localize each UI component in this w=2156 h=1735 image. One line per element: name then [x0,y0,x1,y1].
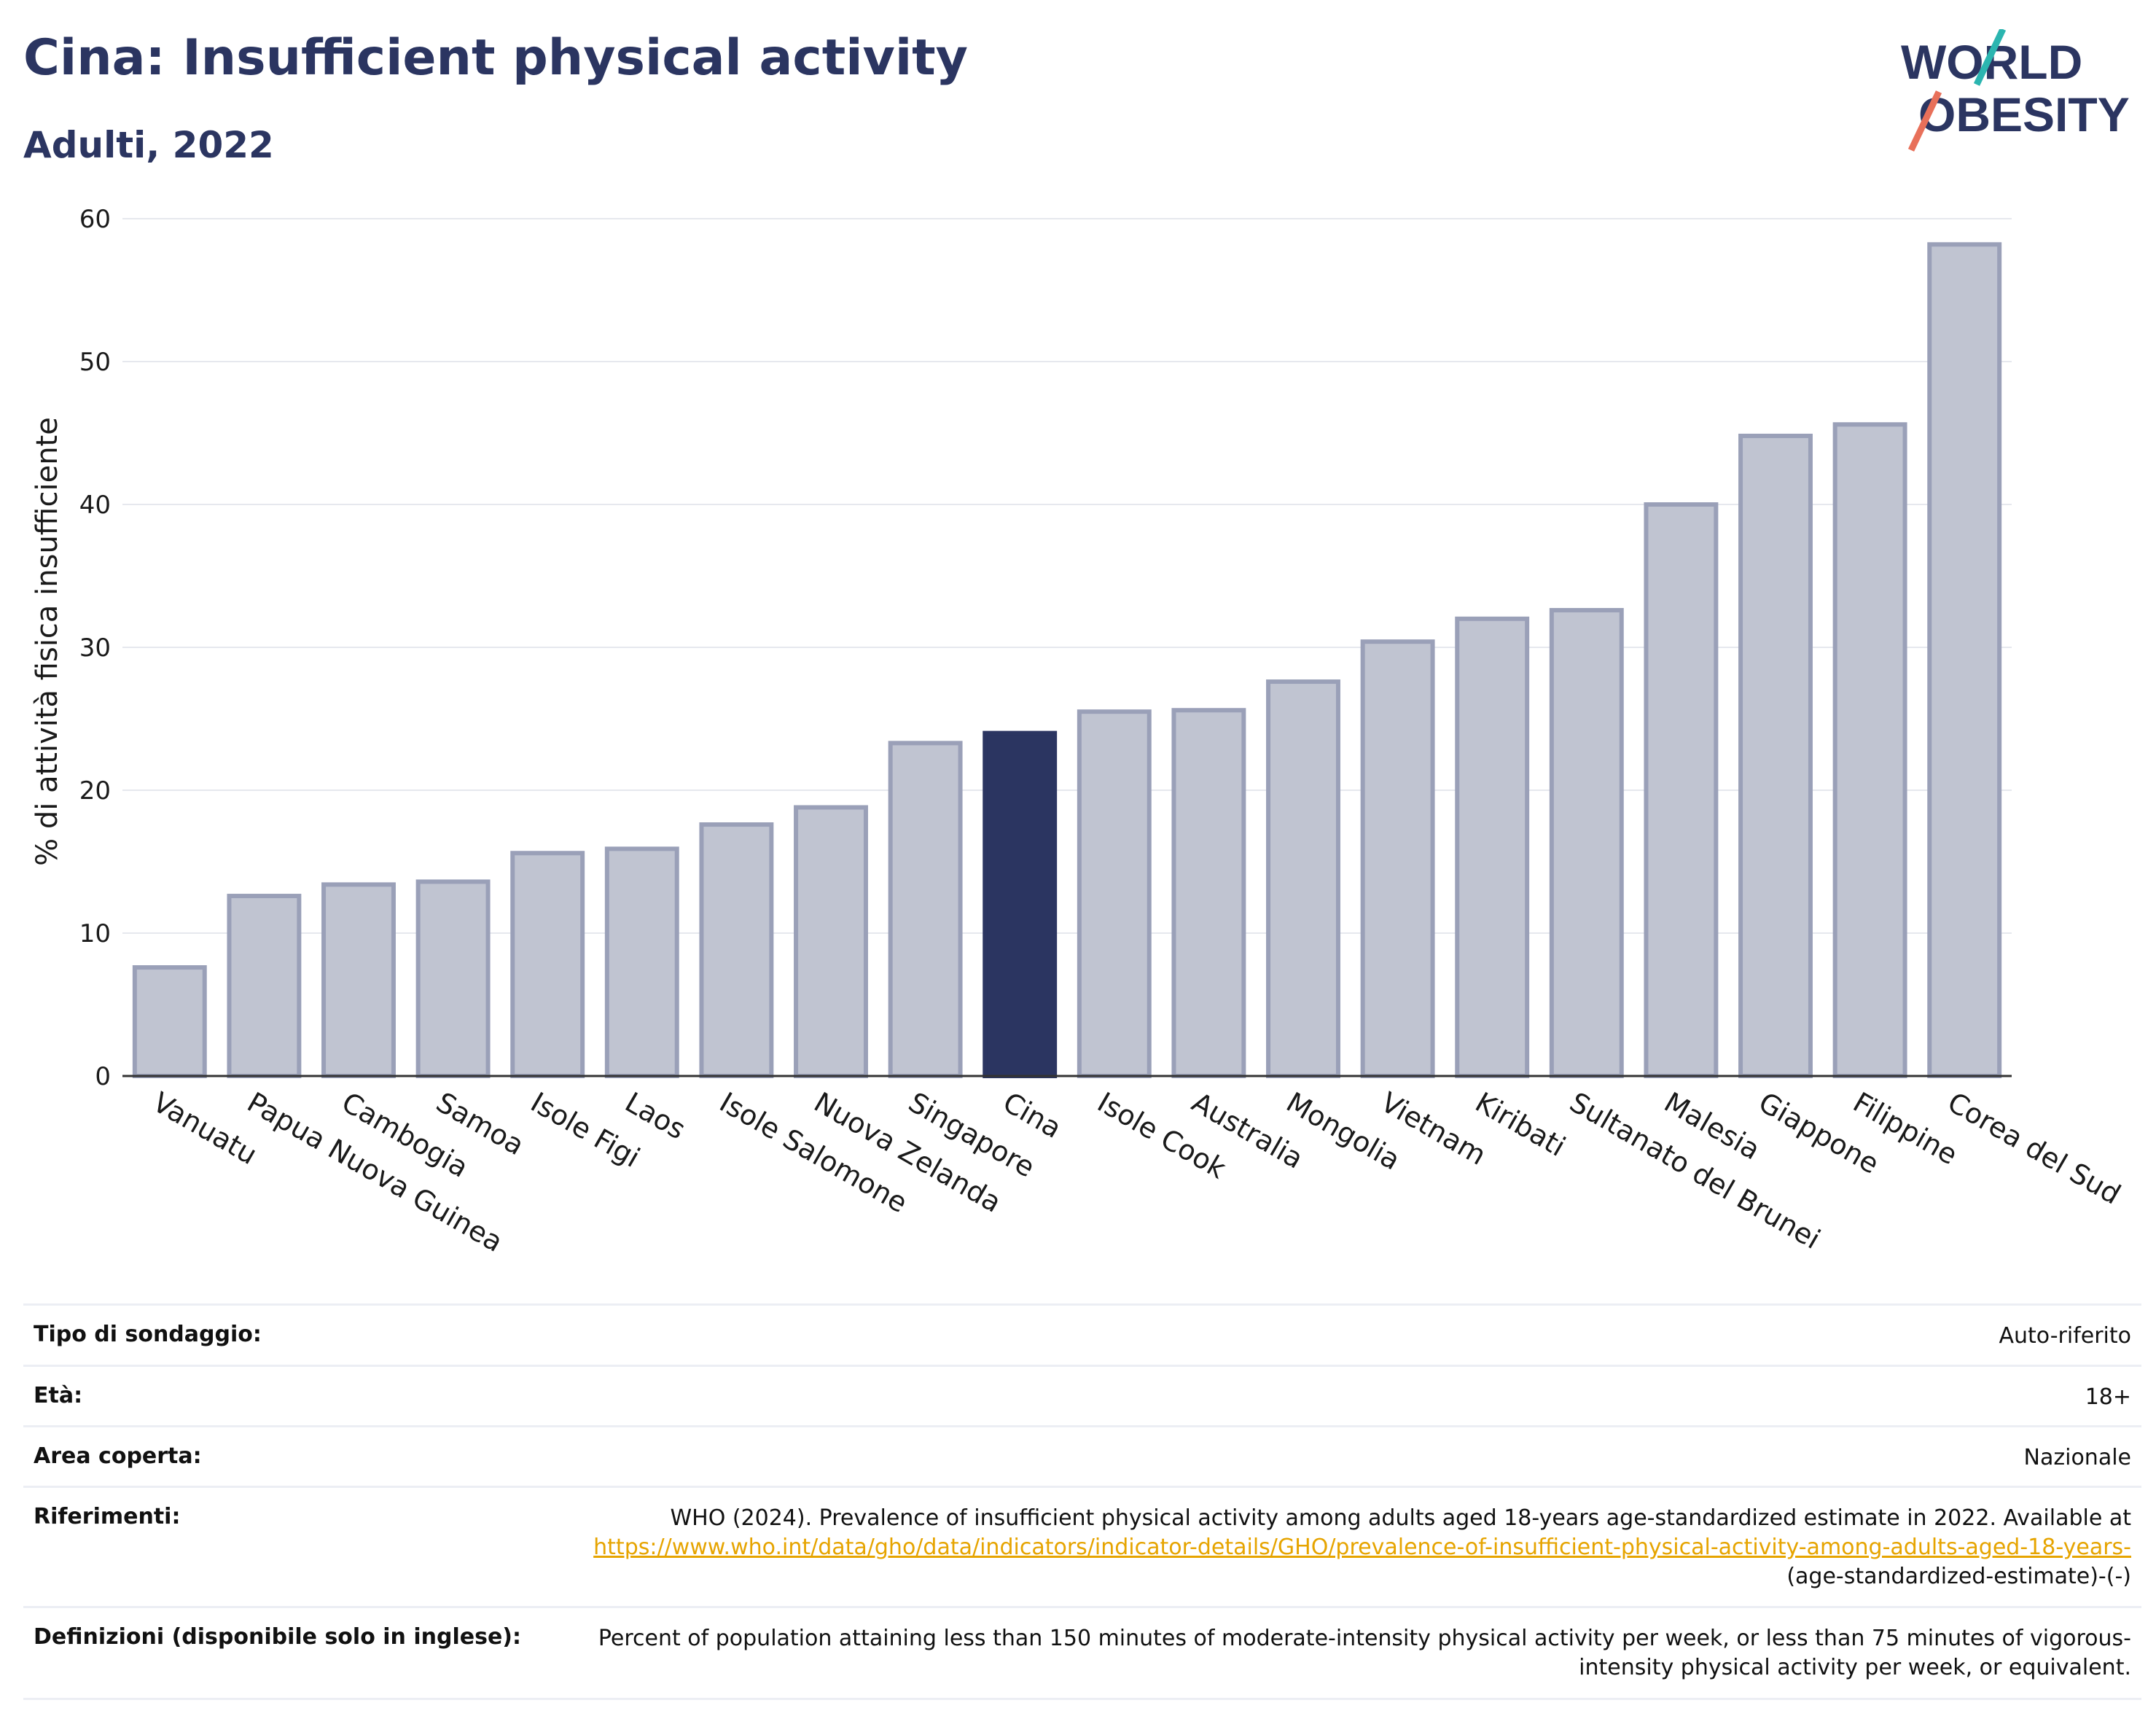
meta-row-references: Riferimenti: WHO (2024). Prevalence of i… [23,1486,2141,1606]
area-value: Nazionale [2023,1445,2131,1470]
x-tick-label: Corea del Sud [1942,1086,2126,1211]
survey-value: Auto-riferito [1999,1323,2131,1349]
references-link[interactable]: https://www.who.int/data/gho/data/indica… [593,1535,2131,1560]
age-value: 18+ [2085,1384,2131,1410]
bar-cambogia [321,882,396,1078]
bar-isole-figi [510,851,585,1078]
bar-singapore [888,741,963,1078]
chart-title: Cina: Insufficient physical activity [23,29,968,87]
meta-row-definitions: Definizioni (disponibile solo in inglese… [23,1606,2141,1698]
metadata-table: Tipo di sondaggio: Auto-riferito Età: 18… [23,1303,2141,1700]
bar-layer [122,242,2012,1079]
bar-australia [1171,708,1246,1078]
survey-label: Tipo di sondaggio: [34,1322,262,1347]
y-tick-label: 40 [79,491,111,520]
grid-layer [122,218,2012,1077]
bar-vietnam [1360,639,1435,1078]
meta-row-survey: Tipo di sondaggio: Auto-riferito [23,1303,2141,1365]
logo-teal-slash [1973,29,2007,86]
bar-malesia [1644,502,1719,1078]
bar-laos [604,846,679,1078]
bar-sultanato-del-brunei [1549,608,1624,1078]
meta-row-area: Area coperta: Nazionale [23,1425,2141,1486]
references-label: Riferimenti: [34,1504,181,1529]
references-text: WHO (2024). Prevalence of insufficient p… [670,1505,2131,1531]
bar-vanuatu [132,965,207,1079]
bar-kiribati [1455,616,1530,1078]
bar-cina [983,730,1058,1078]
bar-isole-cook [1077,709,1152,1078]
bar-filippine [1832,422,1907,1078]
x-tick-label: Vanuatu [147,1086,262,1171]
y-tick-label: 30 [79,633,111,663]
y-tick-label: 10 [79,919,111,948]
x-tick-label: Cina [998,1086,1067,1145]
meta-row-age: Età: 18+ [23,1365,2141,1425]
chart-subtitle: Adulti, 2022 [23,124,274,166]
y-tick-label: 0 [95,1062,111,1091]
world-obesity-logo: WORLD OBESITY [1901,29,2130,152]
y-tick-label: 20 [79,776,111,806]
logo-coral-slash [1907,90,1942,152]
bar-papua-nuova-guinea [227,894,302,1079]
bar-giappone [1738,433,1813,1078]
bar-mongolia [1266,679,1340,1078]
bar-samoa [415,879,491,1078]
x-tick-label: Isole Figi [526,1086,646,1174]
y-tick-label: 50 [79,348,111,377]
definitions-label: Definizioni (disponibile solo in inglese… [34,1624,521,1650]
logo-obesity-text: OBESITY [1918,87,2130,141]
y-tick-layer: 0 10 20 30 40 50 60 [79,205,111,1091]
bar-isole-salomone [699,822,774,1079]
area-label: Area coperta: [34,1443,202,1469]
references-value: WHO (2024). Prevalence of insufficient p… [564,1504,2131,1591]
logo-world-text: WORLD [1901,35,2082,89]
y-tick-label: 60 [79,205,111,234]
definitions-value: Percent of population attaining less tha… [598,1626,2131,1680]
meta-bottom-border [23,1698,2141,1700]
references-suffix: (age-standardized-estimate)-(-) [1786,1564,2131,1589]
y-axis-label: % di attività fisica insufficiente [31,417,64,866]
age-label: Età: [34,1383,83,1408]
bar-corea-del-sud [1927,242,2002,1078]
bar-nuova-zelanda [794,805,868,1079]
